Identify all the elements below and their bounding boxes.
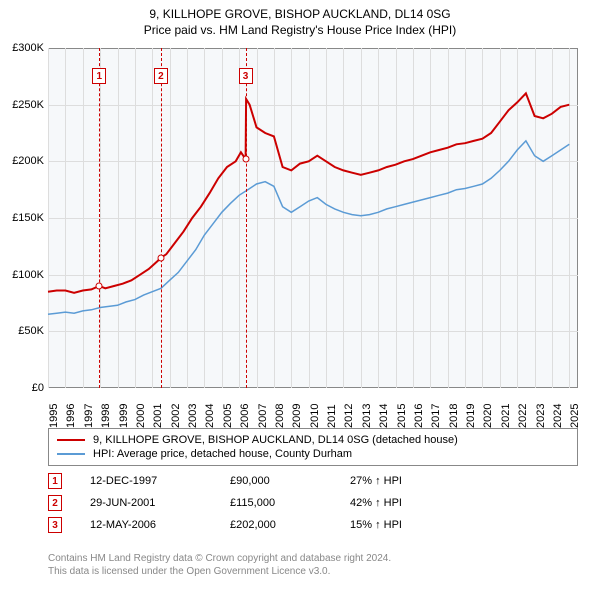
y-tick-label: £50K [4, 325, 44, 337]
event-date: 12-MAY-2006 [90, 519, 230, 531]
event-price: £202,000 [230, 519, 350, 531]
x-tick-label: 2017 [430, 404, 442, 428]
x-tick-label: 2012 [343, 404, 355, 428]
x-tick-label: 1996 [65, 404, 77, 428]
x-tick-label: 2014 [378, 404, 390, 428]
title-line2: Price paid vs. HM Land Registry's House … [0, 22, 600, 38]
x-tick-label: 1997 [83, 404, 95, 428]
x-tick-label: 2008 [274, 404, 286, 428]
x-tick-label: 2007 [257, 404, 269, 428]
event-row: 2 29-JUN-2001£115,00042% ↑ HPI [48, 492, 578, 514]
x-tick-label: 2020 [482, 404, 494, 428]
x-tick-label: 2013 [361, 404, 373, 428]
footnote-line2: This data is licensed under the Open Gov… [48, 565, 391, 578]
event-row: 1 12-DEC-1997£90,00027% ↑ HPI [48, 470, 578, 492]
x-tick-label: 2025 [569, 404, 581, 428]
x-tick-label: 2001 [152, 404, 164, 428]
x-tick-label: 2015 [396, 404, 408, 428]
x-tick-label: 2023 [535, 404, 547, 428]
y-tick-label: £0 [4, 382, 44, 394]
y-tick-label: £200K [4, 155, 44, 167]
event-row: 3 12-MAY-2006£202,00015% ↑ HPI [48, 514, 578, 536]
footnote: Contains HM Land Registry data © Crown c… [48, 552, 391, 578]
event-diff: 27% ↑ HPI [350, 475, 402, 487]
chart-lines [48, 48, 578, 388]
x-tick-label: 2009 [291, 404, 303, 428]
x-tick-label: 2019 [465, 404, 477, 428]
x-tick-label: 2018 [448, 404, 460, 428]
marker-label: 1 [92, 68, 106, 84]
x-tick-label: 2022 [517, 404, 529, 428]
events-table: 1 12-DEC-1997£90,00027% ↑ HPI 2 29-JUN-2001… [48, 470, 578, 536]
x-tick-label: 1999 [118, 404, 130, 428]
chart-title: 9, KILLHOPE GROVE, BISHOP AUCKLAND, DL14… [0, 0, 600, 40]
marker-point [157, 254, 164, 261]
marker-label: 3 [239, 68, 253, 84]
x-tick-label: 2011 [326, 404, 338, 428]
event-price: £115,000 [230, 497, 350, 509]
x-tick-label: 2016 [413, 404, 425, 428]
legend-swatch [57, 453, 85, 455]
marker-refline [246, 48, 247, 388]
event-price: £90,000 [230, 475, 350, 487]
x-tick-label: 2010 [309, 404, 321, 428]
x-tick-label: 1995 [48, 404, 60, 428]
x-tick-label: 2024 [552, 404, 564, 428]
x-tick-label: 2021 [500, 404, 512, 428]
y-tick-label: £100K [4, 269, 44, 281]
series-hpi [48, 141, 569, 314]
series-property [48, 93, 569, 292]
event-num: 3 [48, 517, 62, 533]
y-tick-label: £300K [4, 42, 44, 54]
chart: £0£50K£100K£150K£200K£250K£300K 19951996… [48, 48, 578, 388]
legend-swatch [57, 439, 85, 441]
x-tick-label: 2006 [239, 404, 251, 428]
x-tick-label: 2000 [135, 404, 147, 428]
x-tick-label: 2002 [170, 404, 182, 428]
x-tick-label: 2004 [204, 404, 216, 428]
x-tick-label: 2003 [187, 404, 199, 428]
event-num: 1 [48, 473, 62, 489]
legend-item: HPI: Average price, detached house, Coun… [57, 447, 569, 461]
event-diff: 42% ↑ HPI [350, 497, 402, 509]
title-line1: 9, KILLHOPE GROVE, BISHOP AUCKLAND, DL14… [0, 6, 600, 22]
marker-point [96, 283, 103, 290]
event-date: 29-JUN-2001 [90, 497, 230, 509]
event-num: 2 [48, 495, 62, 511]
legend-label: 9, KILLHOPE GROVE, BISHOP AUCKLAND, DL14… [93, 434, 458, 446]
y-tick-label: £250K [4, 99, 44, 111]
legend-label: HPI: Average price, detached house, Coun… [93, 448, 352, 460]
legend: 9, KILLHOPE GROVE, BISHOP AUCKLAND, DL14… [48, 428, 578, 466]
legend-item: 9, KILLHOPE GROVE, BISHOP AUCKLAND, DL14… [57, 433, 569, 447]
y-tick-label: £150K [4, 212, 44, 224]
marker-refline [161, 48, 162, 388]
marker-point [242, 156, 249, 163]
marker-label: 2 [154, 68, 168, 84]
marker-refline [99, 48, 100, 388]
x-tick-label: 2005 [222, 404, 234, 428]
footnote-line1: Contains HM Land Registry data © Crown c… [48, 552, 391, 565]
x-tick-label: 1998 [100, 404, 112, 428]
event-diff: 15% ↑ HPI [350, 519, 402, 531]
event-date: 12-DEC-1997 [90, 475, 230, 487]
